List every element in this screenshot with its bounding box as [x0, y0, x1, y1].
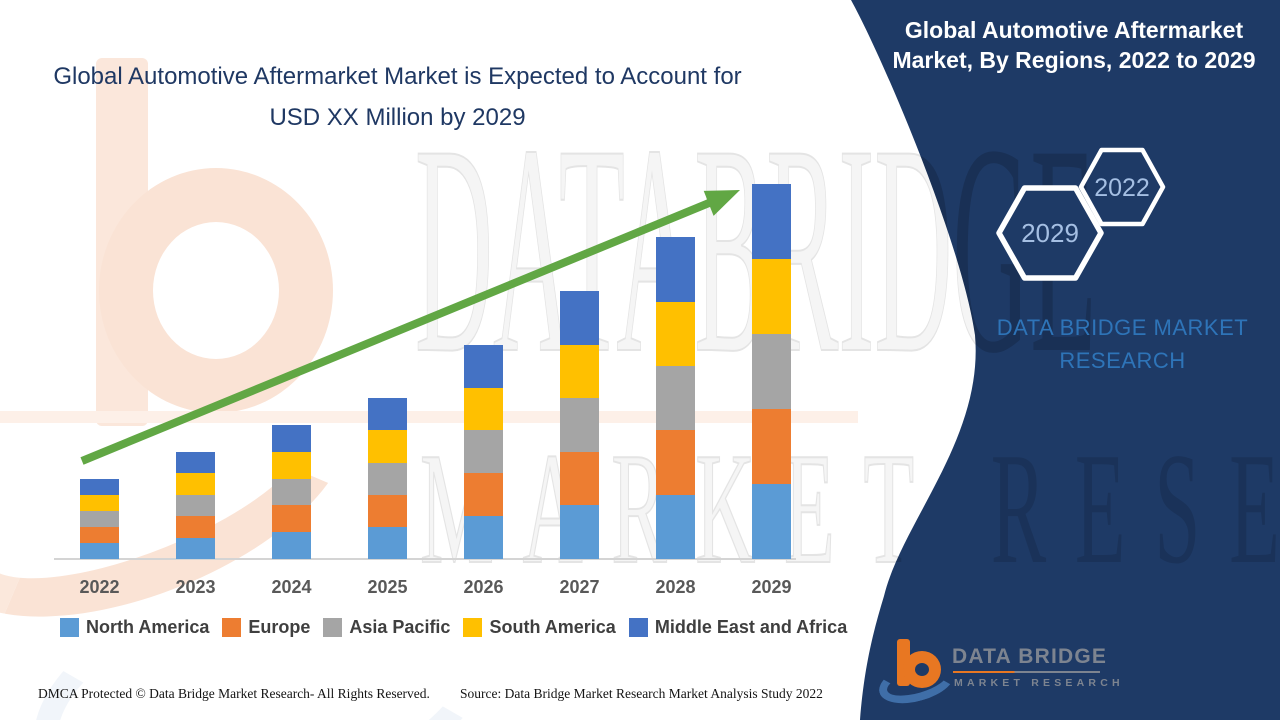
- logo-subtitle: MARKET RESEARCH: [954, 677, 1124, 689]
- bar-2029: [752, 183, 791, 559]
- bar-segment-middle-east-and-africa: [656, 237, 695, 302]
- logo-title: DATA BRIDGE: [952, 645, 1108, 668]
- bar-segment-middle-east-and-africa: [272, 425, 311, 452]
- chart-legend: North America Europe Asia Pacific South Ame…: [60, 617, 847, 638]
- bar-2028: [656, 237, 695, 559]
- logo-underline: [953, 671, 1100, 673]
- bar-segment-europe: [368, 494, 407, 527]
- legend-item-south-america: South America: [463, 617, 616, 638]
- x-axis-label-2022: 2022: [79, 577, 120, 597]
- bar-segment-asia-pacific: [368, 462, 407, 495]
- bar-segment-asia-pacific: [656, 366, 695, 431]
- bar-segment-north-america: [560, 505, 599, 559]
- x-axis-label-2024: 2024: [271, 577, 312, 597]
- bar-segment-south-america: [464, 387, 503, 431]
- x-axis-line: [54, 558, 796, 560]
- bar-segment-south-america: [272, 451, 311, 479]
- bar-segment-middle-east-and-africa: [752, 183, 791, 259]
- bar-2025: [368, 398, 407, 559]
- bar-segment-europe: [272, 505, 311, 533]
- bar-segment-south-america: [368, 430, 407, 463]
- bar-segment-europe: [752, 408, 791, 484]
- bar-segment-asia-pacific: [80, 510, 119, 527]
- legend-swatch-north-america: [60, 618, 79, 637]
- bar-segment-europe: [464, 473, 503, 517]
- data-bridge-logo: DATA BRIDGE MARKET RESEARCH: [874, 636, 1128, 712]
- bar-2022: [80, 478, 119, 559]
- bar-segment-asia-pacific: [560, 398, 599, 452]
- bar-2027: [560, 291, 599, 559]
- bar-segment-north-america: [272, 532, 311, 559]
- chart-title: Global Automotive Aftermarket Market is …: [35, 56, 760, 138]
- bar-segment-middle-east-and-africa: [176, 451, 215, 474]
- bar-segment-north-america: [464, 516, 503, 559]
- legend-swatch-europe: [222, 618, 242, 637]
- bar-segment-middle-east-and-africa: [80, 478, 119, 495]
- bar-segment-south-america: [752, 258, 791, 334]
- x-axis-label-2023: 2023: [175, 577, 216, 597]
- chart-title-line1: Global Automotive Aftermarket Market is …: [53, 63, 742, 90]
- bar-segment-middle-east-and-africa: [368, 398, 407, 431]
- legend-item-europe: Europe: [222, 617, 310, 638]
- bar-segment-north-america: [80, 542, 119, 559]
- bar-segment-north-america: [656, 494, 695, 559]
- source-notice: Source: Data Bridge Market Research Mark…: [460, 686, 823, 701]
- bar-segment-south-america: [560, 344, 599, 399]
- x-axis-label-2027: 2027: [559, 577, 600, 597]
- bar-segment-asia-pacific: [752, 333, 791, 409]
- x-axis-label-2028: 2028: [655, 577, 696, 597]
- bar-2026: [464, 344, 503, 559]
- legend-swatch-south-america: [463, 618, 483, 637]
- legend-item-middle-east-and-africa: Middle East and Africa: [628, 617, 848, 638]
- bar-segment-asia-pacific: [272, 478, 311, 506]
- x-axis-label-2029: 2029: [751, 577, 792, 597]
- logo-b-bowl-icon: [903, 651, 941, 688]
- bar-segment-middle-east-and-africa: [560, 291, 599, 345]
- bar-segment-south-america: [80, 494, 119, 511]
- bar-2023: [176, 451, 215, 559]
- legend-label: North America: [86, 617, 210, 637]
- bar-segment-europe: [176, 516, 215, 538]
- legend-label: Middle East and Africa: [654, 617, 848, 637]
- chart-title-line2: USD XX Million by 2029: [269, 104, 526, 131]
- x-axis-label-2025: 2025: [367, 577, 408, 597]
- legend-label: Asia Pacific: [349, 617, 451, 637]
- bar-segment-europe: [560, 451, 599, 506]
- bar-2024: [272, 425, 311, 559]
- dmca-notice: DMCA Protected © Data Bridge Market Rese…: [38, 686, 430, 701]
- trend-arrow-head: [703, 190, 740, 216]
- bar-segment-north-america: [176, 537, 215, 559]
- legend-swatch-middle-east-and-africa: [628, 618, 648, 637]
- legend-label: Europe: [248, 617, 311, 637]
- bar-segment-asia-pacific: [464, 430, 503, 474]
- bar-segment-north-america: [752, 483, 791, 559]
- legend-label: South America: [489, 617, 616, 637]
- bar-segment-middle-east-and-africa: [464, 344, 503, 388]
- bar-segment-asia-pacific: [176, 494, 215, 517]
- bar-segment-europe: [656, 430, 695, 495]
- legend-item-north-america: North America: [60, 617, 209, 638]
- bar-segment-north-america: [368, 526, 407, 559]
- bar-segment-europe: [80, 526, 119, 543]
- legend-swatch-asia-pacific: [323, 618, 343, 637]
- bar-segment-south-america: [176, 473, 215, 495]
- x-axis-label-2026: 2026: [463, 577, 504, 597]
- bar-segment-south-america: [656, 301, 695, 367]
- legend-item-asia-pacific: Asia Pacific: [323, 617, 450, 638]
